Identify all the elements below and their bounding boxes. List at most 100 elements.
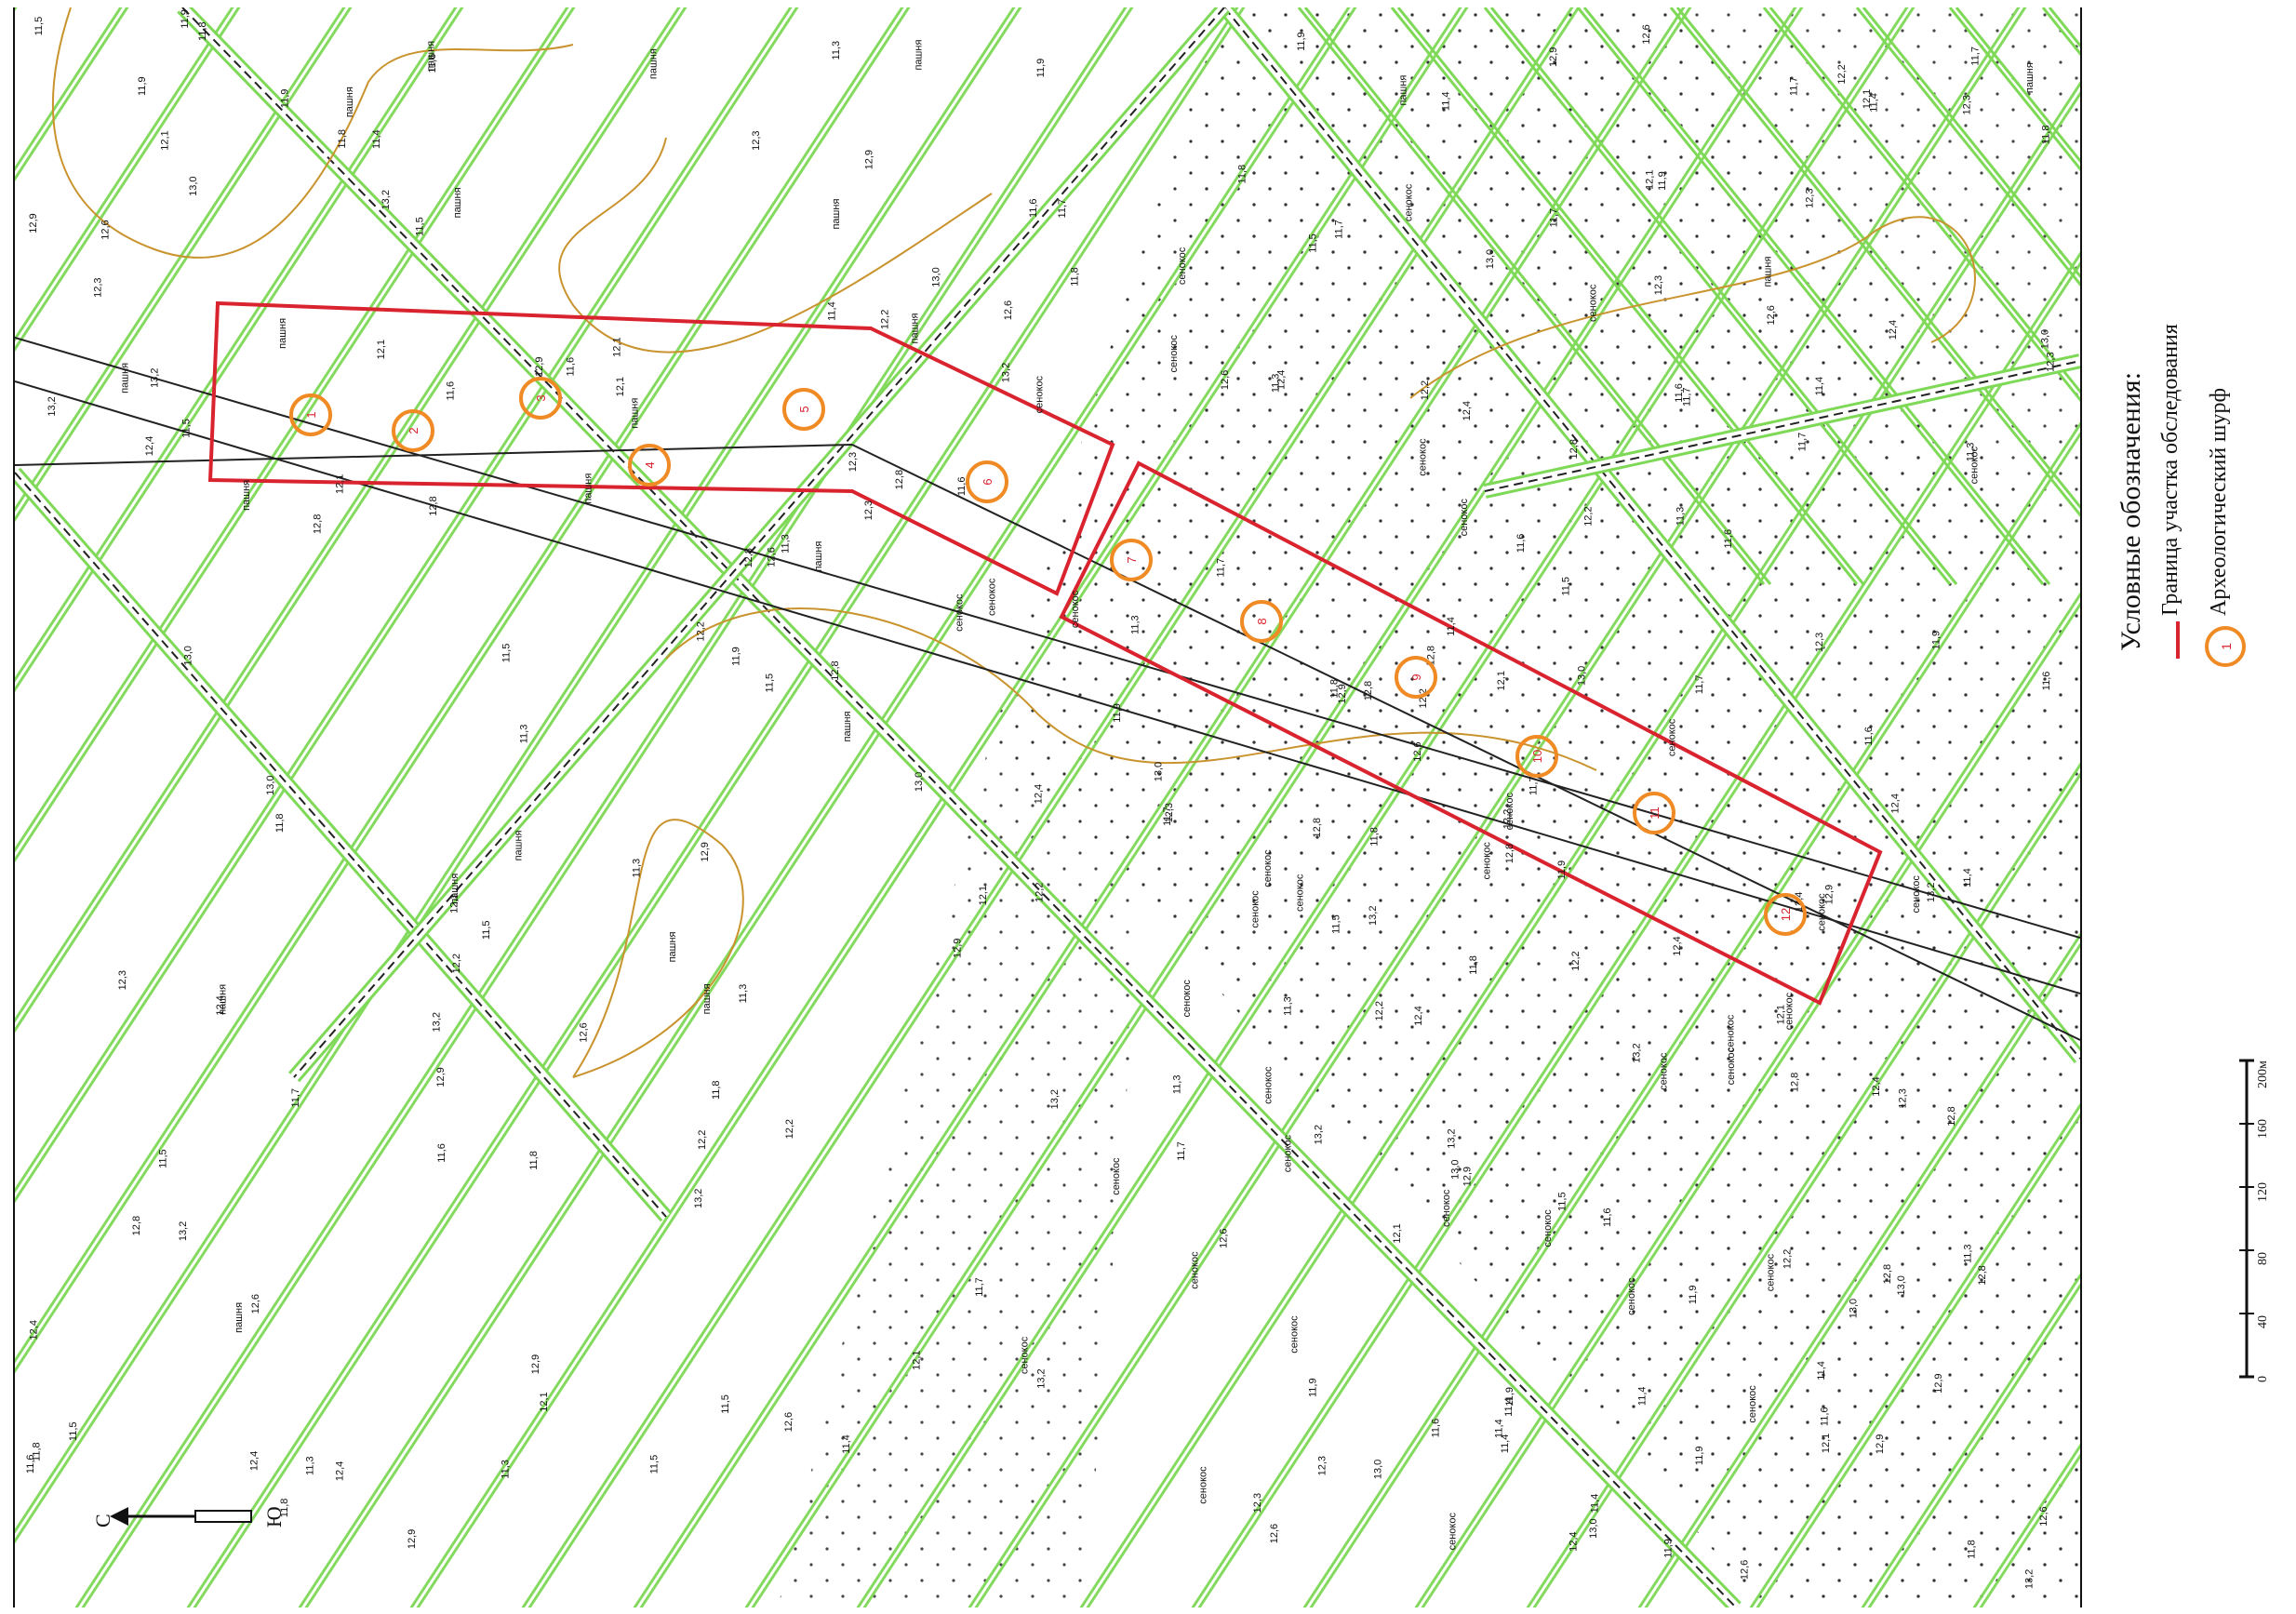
archaeological-pit-circle: [628, 444, 671, 487]
elevation-label: 13,0: [188, 176, 199, 195]
field-strip: [1867, 1283, 2080, 1607]
elevation-label: 12,9: [1875, 1434, 1886, 1454]
field-strip: [751, 7, 1804, 1607]
elevation-label: 11,3: [1171, 1075, 1182, 1095]
land-use-label: сенокос: [1190, 1251, 1201, 1289]
elevation-label: 11,4: [371, 129, 382, 149]
land-use-label: пашня: [647, 48, 659, 79]
elevation-label: 13,2: [47, 396, 58, 416]
elevation-label: 12,9: [530, 1354, 541, 1374]
land-use-label: пашня: [842, 711, 853, 741]
pit-number: 8: [1255, 618, 1269, 624]
pit-number: 5: [797, 406, 811, 412]
elevation-label: 12,3: [1961, 95, 1972, 114]
elevation-label: 11,9: [1556, 860, 1568, 880]
elevation-label: 12,6: [1218, 1228, 1229, 1247]
pit-number: 10: [1530, 750, 1544, 763]
arrow-icon: [110, 1507, 252, 1526]
elevation-label: 11,7: [1057, 199, 1068, 219]
archaeological-pit-circle: [1110, 539, 1153, 581]
elevation-label: 12,9: [534, 357, 545, 377]
land-use-label: сенокос: [1969, 447, 1981, 485]
land-use-label: пашня: [914, 40, 925, 71]
elevation-label: 12,2: [1374, 1001, 1385, 1020]
legend-title: Условные обозначения:: [2116, 371, 2146, 651]
field-strip-ne: [1862, 7, 2080, 279]
land-use-label: сенокос: [1747, 1385, 1758, 1423]
elevation-label: 12,8: [1882, 1264, 1893, 1284]
elevation-label: 12,8: [830, 660, 841, 680]
elevation-label: 13,2: [149, 367, 160, 387]
field-strip-ne: [1855, 7, 2080, 287]
elevation-label: 12,9: [952, 939, 963, 958]
elevation-label: 12,3: [1805, 188, 1816, 207]
land-use-label: сенокос: [1658, 1052, 1669, 1090]
elevation-label: 11,5: [649, 1455, 661, 1474]
elevation-label: 11,3: [501, 1460, 512, 1479]
elevation-label: 12,6: [100, 220, 112, 239]
field-strip: [1861, 1273, 2080, 1607]
field-strip: [856, 7, 1909, 1607]
elevation-label: 11,4: [826, 301, 837, 321]
elevation-label: 11,4: [841, 1434, 852, 1454]
land-use-label: сенокос: [954, 594, 965, 632]
elevation-label: 12,6: [579, 1022, 590, 1042]
pit-circle-symbol: 1: [2205, 626, 2246, 667]
land-use-label: сенокос: [1020, 1336, 1031, 1374]
elevation-label: 11,9: [1296, 32, 1307, 51]
elevation-label: 11,3: [831, 41, 842, 60]
land-use-label: сенокос: [1542, 1209, 1554, 1247]
scale-label-120: 120: [2256, 1182, 2270, 1202]
field-strip: [1532, 772, 2080, 1607]
field-strip: [1637, 932, 2080, 1607]
elevation-label: 12,1: [335, 474, 346, 494]
elevation-label: 12,1: [1496, 671, 1507, 690]
elevation-label: 12,9: [1933, 1373, 1944, 1393]
elevation-label: 11,6: [1602, 1207, 1613, 1227]
elevation-label: 13,2: [1447, 1128, 1458, 1148]
field-strip-ne: [1769, 7, 2080, 394]
land-use-label: сенокос: [1481, 842, 1492, 880]
field-strip: [15, 7, 681, 1023]
contour-line: [52, 7, 574, 259]
field-strip: [1079, 81, 2080, 1607]
field-strip: [15, 7, 346, 513]
elevation-label: 11,3: [1965, 443, 1976, 462]
elevation-label: 12,6: [1220, 370, 1231, 390]
elevation-label: 12,2: [880, 310, 891, 329]
archaeological-pit-circle: [1633, 792, 1675, 834]
elevation-label: 11,9: [731, 647, 742, 666]
elevation-label: 12,4: [248, 1451, 260, 1471]
land-use-label: пашня: [1398, 75, 1409, 106]
elevation-label: 12,3: [1164, 803, 1175, 822]
field-strip: [15, 7, 353, 523]
elevation-label: 12,6: [767, 547, 778, 567]
elevation-label: 12,2: [696, 621, 707, 641]
elevation-label: 11,5: [1330, 914, 1342, 934]
elevation-label: 11,4: [1493, 1419, 1504, 1438]
land-use-label: пашня: [241, 480, 252, 511]
field-strip-ne: [1489, 7, 1958, 585]
elevation-label: 11,7: [1528, 776, 1540, 795]
elevation-label: 12,3: [1653, 275, 1664, 295]
elevation-label: 12,2: [784, 1119, 795, 1139]
land-use-label: сенокос: [1168, 335, 1180, 373]
elevation-label: 12,6: [1003, 300, 1014, 320]
pit-number: 1: [304, 411, 318, 418]
elevation-label: 13,2: [1368, 906, 1379, 926]
elevation-label: 12,1: [615, 377, 626, 396]
archaeological-pit-circle: [782, 388, 825, 431]
elevation-label: 12,1: [612, 337, 623, 356]
pit-symbol-number: 1: [2219, 643, 2234, 650]
archaeological-pit-circle: [519, 377, 562, 420]
legend-item-pit-label: Археологический шурф: [2207, 387, 2231, 616]
elevation-label: 12,2: [1420, 380, 1431, 400]
elevation-label: 12,4: [1568, 1531, 1579, 1551]
field-strip: [1644, 942, 2080, 1607]
elevation-label: 12,8: [131, 1216, 142, 1235]
field-strip: [639, 7, 1692, 1607]
legend-item-boundary-label: Граница участка обследования: [2158, 324, 2183, 616]
elevation-label: 11,9: [1694, 1447, 1705, 1466]
elevation-label: 13,0: [1449, 1159, 1461, 1179]
land-use-label: сенокос: [1181, 980, 1193, 1018]
